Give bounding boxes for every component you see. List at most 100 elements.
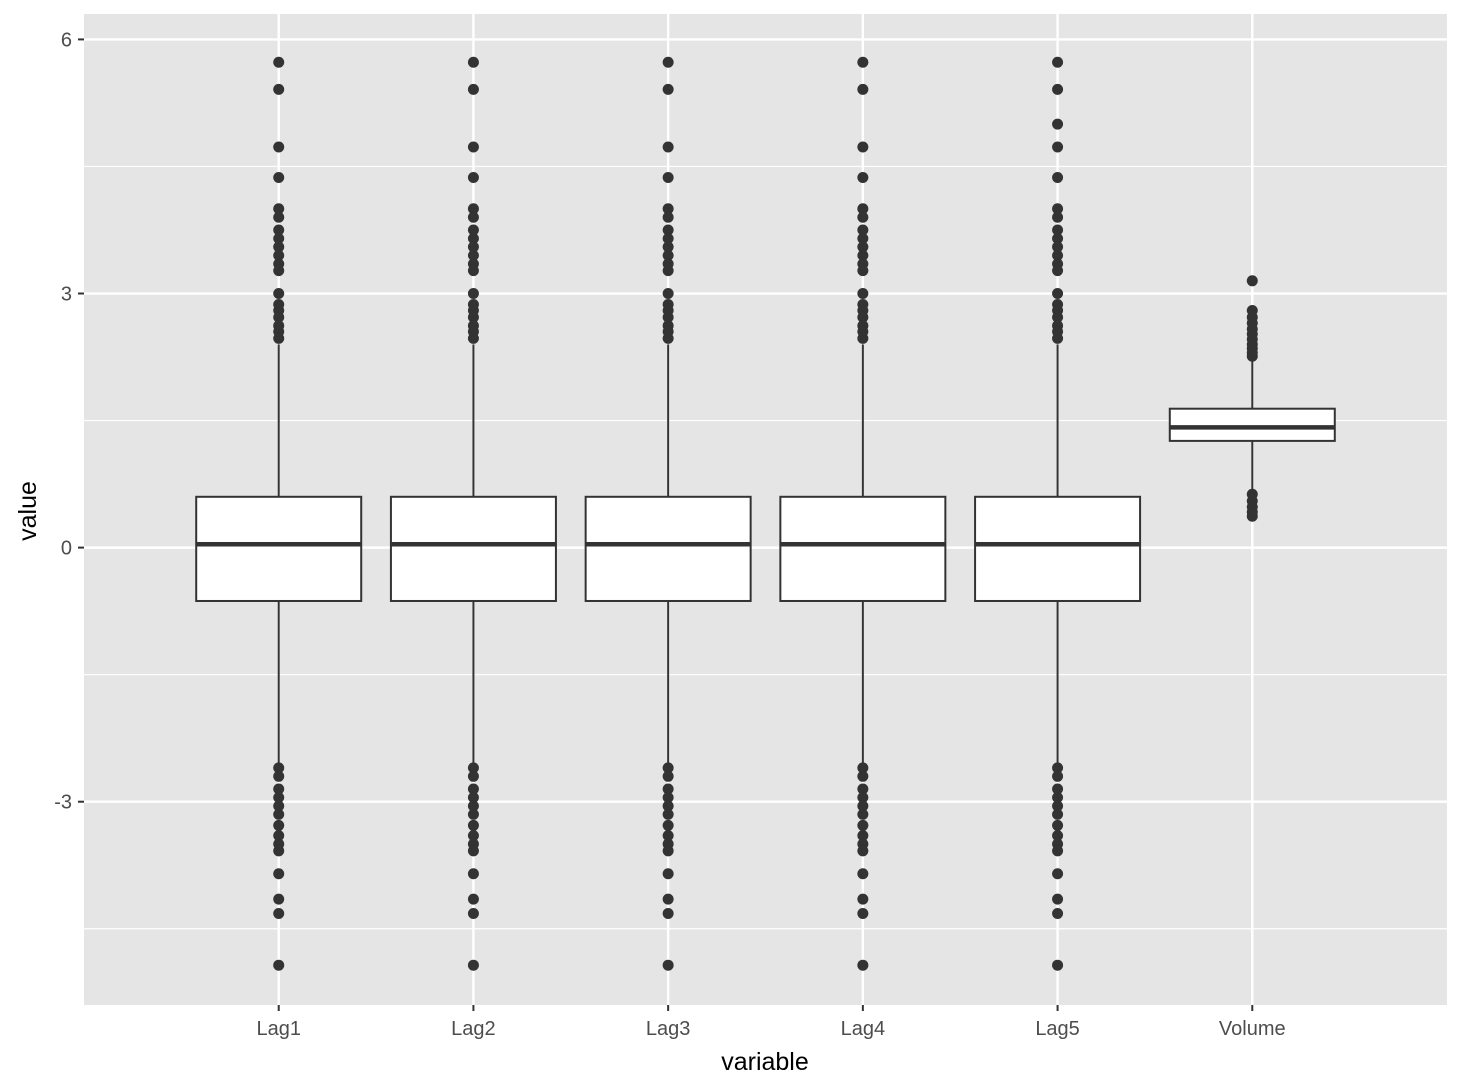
box-lag4 — [779, 56, 947, 971]
outlier-point — [467, 141, 479, 153]
outlier-point — [857, 211, 869, 223]
outlier-point — [273, 203, 285, 215]
outlier-point — [467, 171, 479, 183]
outlier-point — [273, 249, 285, 261]
outlier-point — [1052, 56, 1064, 68]
outlier-point — [662, 791, 674, 803]
outlier-point — [1052, 232, 1064, 244]
outlier-point — [467, 908, 479, 920]
outlier-point — [1052, 770, 1064, 782]
x-tick-label: Lag1 — [256, 1018, 301, 1040]
outlier-point — [467, 288, 479, 300]
box-series — [195, 56, 1336, 971]
outlier-point — [1052, 845, 1064, 857]
outlier-point — [273, 959, 285, 971]
outlier-point — [662, 203, 674, 215]
outlier-point — [857, 791, 869, 803]
outlier-point — [662, 808, 674, 820]
outlier-point — [857, 800, 869, 812]
outlier-point — [857, 56, 869, 68]
x-axis-title: variable — [721, 1048, 809, 1076]
outlier-point — [1052, 118, 1064, 130]
outlier-point — [662, 830, 674, 842]
outlier-point — [467, 808, 479, 820]
outlier-point — [857, 203, 869, 215]
outlier-point — [662, 56, 674, 68]
y-tick-label: 3 — [61, 284, 72, 306]
outlier-point — [857, 959, 869, 971]
y-tick-label: -3 — [54, 792, 72, 814]
outlier-point — [857, 241, 869, 253]
y-tick-label: 0 — [61, 538, 72, 560]
outlier-point — [467, 224, 479, 236]
outlier-point — [273, 332, 285, 344]
box-iqr — [1168, 407, 1336, 442]
outlier-point — [273, 311, 285, 323]
outlier-point — [857, 893, 869, 905]
box-lag3 — [584, 56, 752, 971]
outlier-point — [662, 211, 674, 223]
outlier-point — [1052, 141, 1064, 153]
outlier-point — [1052, 171, 1064, 183]
outlier-point — [1052, 83, 1064, 95]
outlier-point — [662, 249, 674, 261]
outlier-point — [467, 845, 479, 857]
outlier-point — [1052, 211, 1064, 223]
outlier-point — [662, 770, 674, 782]
outlier-point — [273, 808, 285, 820]
outlier-point — [662, 845, 674, 857]
outlier-point — [467, 83, 479, 95]
outlier-point — [467, 959, 479, 971]
outlier-point — [273, 232, 285, 244]
outlier-point — [467, 265, 479, 277]
outlier-point — [1052, 808, 1064, 820]
outlier-point — [662, 224, 674, 236]
outlier-point — [662, 141, 674, 153]
outlier-point — [857, 770, 869, 782]
outlier-point — [273, 893, 285, 905]
outlier-point — [467, 791, 479, 803]
outlier-point — [857, 868, 869, 880]
outlier-point — [1052, 311, 1064, 323]
outlier-point — [857, 288, 869, 300]
outlier-point — [273, 141, 285, 153]
outlier-point — [1052, 791, 1064, 803]
outlier-point — [467, 241, 479, 253]
outlier-point — [857, 265, 869, 277]
outlier-point — [1052, 959, 1064, 971]
outlier-point — [467, 893, 479, 905]
outlier-point — [1052, 819, 1064, 831]
outlier-point — [662, 783, 674, 795]
outlier-point — [857, 762, 869, 774]
outlier-point — [1246, 350, 1258, 362]
outlier-point — [857, 783, 869, 795]
x-tick-label: Lag3 — [646, 1018, 691, 1040]
outlier-point — [662, 288, 674, 300]
outlier-point — [273, 819, 285, 831]
outlier-point — [857, 141, 869, 153]
box-iqr — [389, 495, 557, 602]
outlier-point — [273, 241, 285, 253]
y-axis-title: value — [14, 481, 42, 541]
box-lag5 — [974, 56, 1142, 971]
outlier-point — [467, 311, 479, 323]
outlier-point — [857, 171, 869, 183]
outlier-point — [857, 819, 869, 831]
outlier-point — [1052, 800, 1064, 812]
outlier-point — [467, 868, 479, 880]
y-axis: -3 0 3 6 — [54, 29, 84, 814]
outlier-point — [1052, 249, 1064, 261]
outlier-point — [1052, 203, 1064, 215]
outlier-point — [273, 288, 285, 300]
outlier-point — [1052, 332, 1064, 344]
box-iqr — [779, 495, 947, 602]
box-iqr — [195, 495, 363, 602]
outlier-point — [1052, 265, 1064, 277]
outlier-point — [1052, 288, 1064, 300]
y-tick-label: 6 — [61, 29, 72, 51]
outlier-point — [273, 908, 285, 920]
box-iqr — [974, 495, 1142, 602]
outlier-point — [467, 770, 479, 782]
outlier-point — [857, 249, 869, 261]
